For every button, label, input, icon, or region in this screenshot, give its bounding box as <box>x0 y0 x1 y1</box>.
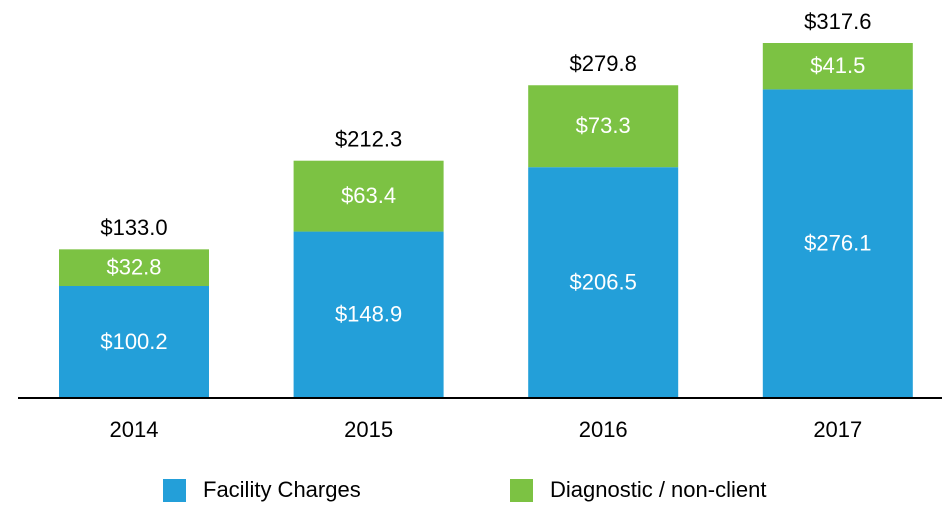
total-label: $212.3 <box>335 127 402 152</box>
legend-label: Diagnostic / non-client <box>550 477 766 502</box>
bar-segment <box>528 85 679 168</box>
bar-segment <box>762 43 913 90</box>
value-label: $100.2 <box>100 329 167 354</box>
bar-segment <box>59 286 209 398</box>
legend-swatch <box>163 479 186 502</box>
value-label: $63.4 <box>341 183 396 208</box>
value-label: $148.9 <box>335 302 402 327</box>
total-label: $133.0 <box>100 215 167 240</box>
x-tick-label: 2017 <box>813 417 862 442</box>
x-tick-label: 2014 <box>110 417 159 442</box>
legend-swatch <box>510 479 533 502</box>
bar-segment <box>293 160 444 232</box>
total-label: $279.8 <box>570 51 637 76</box>
value-label: $41.5 <box>810 53 865 78</box>
value-label: $32.8 <box>106 254 161 279</box>
bar-segment <box>59 249 209 287</box>
x-tick-label: 2016 <box>579 417 628 442</box>
legend-label: Facility Charges <box>203 477 361 502</box>
value-label: $276.1 <box>804 231 871 256</box>
bar-segment <box>762 89 913 398</box>
bar-segment <box>293 231 444 398</box>
value-label: $206.5 <box>570 269 637 294</box>
total-label: $317.6 <box>804 9 871 34</box>
value-label: $73.3 <box>576 113 631 138</box>
bar-segment <box>528 167 679 398</box>
x-tick-label: 2015 <box>344 417 393 442</box>
